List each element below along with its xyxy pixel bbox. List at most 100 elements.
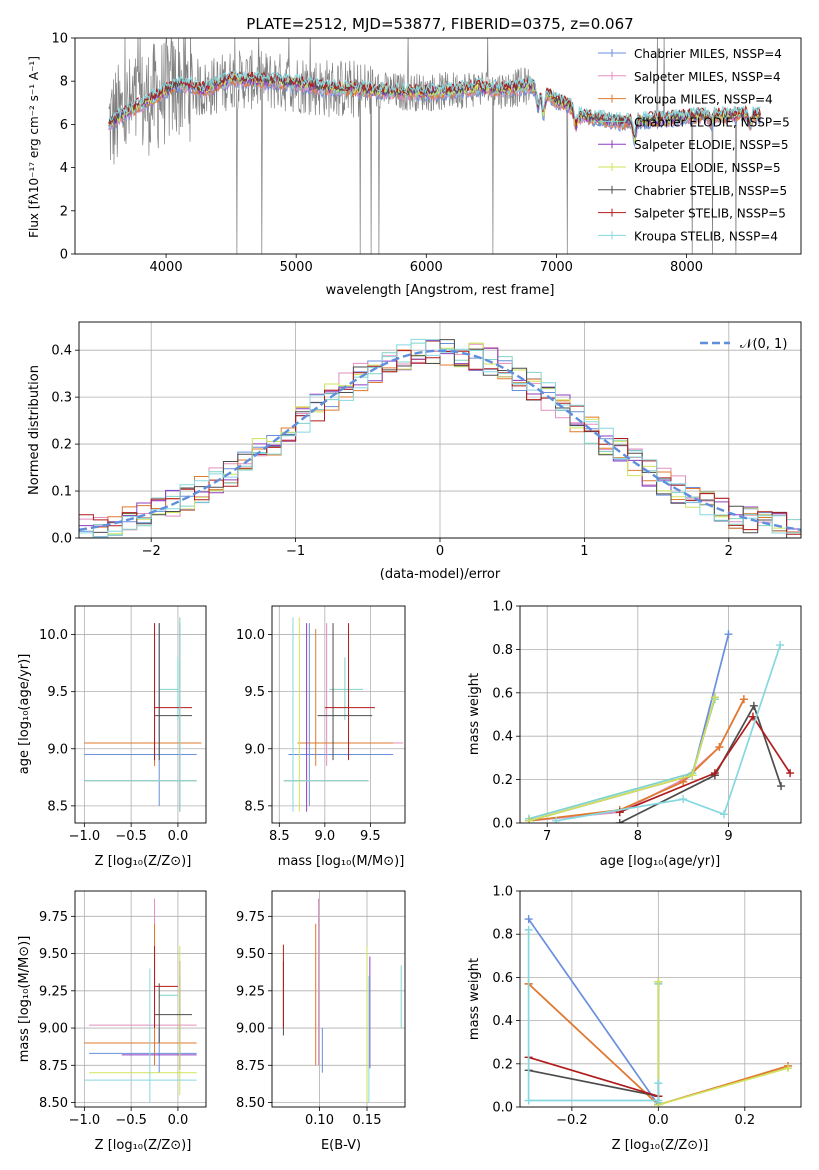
point-kroupa_stelib	[524, 925, 533, 934]
residuals-xtick-label: −2	[142, 544, 161, 559]
weight-z-ytick-label: 0.2	[492, 1057, 513, 1072]
mass-ebv-ytick-label: 8.50	[236, 1096, 265, 1111]
age-vs-z-plot: 8.5 9.0 9.5 10.0 −1.0 −0.5 0.0	[39, 605, 207, 844]
age-z-xlabel: Z [log₁₀(Z/Z⊙)]	[95, 854, 192, 869]
spectrum-ytick-label: 2	[60, 204, 68, 219]
series-kroupa_elodie	[657, 981, 789, 1106]
legend-label-salpeter_stelib: Salpeter STELIB, NSSP=5	[634, 207, 786, 221]
legend-label-kroupa_stelib: Kroupa STELIB, NSSP=4	[634, 229, 778, 243]
spectrum-ytick-label: 6	[60, 118, 68, 133]
clip-p3-area	[84, 617, 202, 812]
series-chabrier_stelib	[619, 703, 782, 823]
weight-age-ytick-label: 0.6	[492, 686, 513, 701]
point-kroupa_stelib	[524, 1096, 533, 1105]
point-kroupa_stelib	[552, 816, 561, 823]
weight-age-xtick-label: 8	[634, 829, 642, 844]
age-mass-xtick-label: 8.5	[269, 829, 290, 844]
mass-z-frame	[74, 890, 207, 1108]
spectrum-legend: Chabrier MILES, NSSP=4 Salpeter MILES, NS…	[598, 47, 790, 243]
clip-p2-area	[79, 338, 801, 538]
point-chabrier_stelib	[749, 701, 758, 710]
mass-ebv-ytick-label: 9.25	[236, 984, 265, 999]
spectrum-xtick-label: 7000	[540, 260, 573, 275]
mass-vs-z-plot: 8.50 8.75 9.00 9.25 9.50 9.75 −1.0 −0.5 0.0	[39, 890, 207, 1128]
legend-label-kroupa_elodie: Kroupa ELODIE, NSSP=5	[634, 161, 781, 175]
point-chabrier_stelib	[777, 782, 786, 791]
spectrum-xtick-label: 8000	[670, 260, 703, 275]
spectrum-frame	[74, 37, 802, 255]
mass-ebv-ytick-label: 9.75	[236, 910, 265, 925]
weight-z-xlabel: Z [log₁₀(Z/Z⊙)]	[612, 1138, 709, 1153]
weight-vs-age-plot: 0.0 0.2 0.4 0.6 0.8 1.0 7 8 9	[492, 600, 802, 844]
clip-p1-area	[108, 38, 761, 254]
mass-ebv-ytick-label: 9.50	[236, 947, 265, 962]
spectrum-ytick-label: 0	[60, 248, 68, 263]
mass-z-ytick-label: 9.50	[39, 947, 68, 962]
age-mass-ytick-label: 9.5	[244, 685, 265, 700]
weight-age-ytick-label: 1.0	[492, 600, 513, 615]
series-salpeter_stelib	[528, 1056, 659, 1098]
mass-z-xtick-label: 0.0	[168, 1113, 189, 1128]
series-kroupa_stelib	[527, 929, 660, 1102]
point-kroupa_stelib	[776, 641, 785, 650]
weight-z-xtick-label: −0.2	[556, 1113, 588, 1128]
point-kroupa_elodie	[654, 977, 663, 986]
residuals-ytick-label: 0.4	[51, 344, 72, 359]
mass-ebv-ytick-label: 9.00	[236, 1022, 265, 1037]
weight-age-ytick-label: 0.4	[492, 730, 513, 745]
spectrum-ylabel: Flux [fλ10⁻¹⁷ erg cm⁻² s⁻¹ A⁻¹]	[27, 56, 41, 238]
point-salpeter_stelib	[710, 769, 719, 778]
normal-legend-label: 𝒩(0, 1)	[740, 337, 787, 352]
mass-z-ytick-label: 9.25	[39, 984, 68, 999]
mass-z-xtick-label: −0.5	[115, 1113, 147, 1128]
spectrum-ytick-label: 4	[60, 161, 68, 176]
normal-distribution-curve	[79, 349, 801, 531]
weight-age-ytick-label: 0.2	[492, 773, 513, 788]
histogram-kroupa_stelib	[79, 338, 801, 538]
residual-histogram: 0.0 0.1 0.2 0.3 0.4 −2 −1 0 1 2 𝒩(0, 1)	[51, 321, 802, 559]
weight-vs-z-plot: 0.0 0.2 0.4 0.6 0.8 1.0 −0.2 0.0 0.2	[492, 885, 802, 1128]
point-kroupa_elodie	[710, 693, 719, 702]
series-salpeter_stelib	[619, 715, 791, 813]
residuals-ytick-label: 0.2	[51, 438, 72, 453]
clip-p6-area	[84, 898, 197, 1103]
weight-age-xtick-label: 9	[724, 829, 732, 844]
residuals-xtick-label: −1	[286, 544, 305, 559]
age-vs-mass-plot: 8.5 9.0 9.5 10.0 8.5 9.0 9.5	[236, 605, 406, 844]
mass-z-ytick-label: 8.50	[39, 1096, 68, 1111]
age-z-ytick-label: 8.5	[47, 799, 68, 814]
age-z-ytick-label: 10.0	[39, 628, 68, 643]
point-kroupa_elodie	[688, 771, 697, 780]
spectrum-xtick-label: 5000	[280, 260, 313, 275]
weight-age-xlabel: age [log₁₀(age/yr)]	[600, 854, 721, 869]
point-kroupa_stelib	[654, 1096, 663, 1105]
weight-z-ytick-label: 1.0	[492, 885, 513, 900]
age-mass-ytick-label: 10.0	[236, 628, 265, 643]
weight-age-ytick-label: 0.8	[492, 643, 513, 658]
spectrum-plot: 4000 5000 6000 7000 8000 0 2 4 6 8 10 Chabrier MILE…	[51, 32, 802, 275]
model-fit-salpeter_miles	[108, 76, 761, 139]
mass-vs-ebv-plot: 8.50 8.75 9.00 9.25 9.50 9.75 0.10 0.15	[236, 890, 406, 1128]
clip-p4-area	[283, 617, 404, 812]
weight-z-ytick-label: 0.0	[492, 1101, 513, 1116]
age-z-xtick-label: −0.5	[115, 829, 147, 844]
legend-label-chabrier_stelib: Chabrier STELIB, NSSP=5	[634, 184, 787, 198]
series-salpeter_elodie	[528, 696, 716, 822]
age-mass-xlabel: mass [log₁₀(M/M⊙)]	[278, 854, 405, 869]
mass-ebv-frame	[271, 890, 406, 1108]
point-salpeter_stelib	[786, 769, 795, 778]
residuals-xtick-label: 1	[580, 544, 588, 559]
age-z-xtick-label: −1.0	[69, 829, 101, 844]
weight-age-ylabel: mass weight	[467, 673, 482, 755]
age-z-xtick-label: 0.0	[168, 829, 189, 844]
clip-p7-area	[282, 898, 402, 1103]
mass-ebv-ytick-label: 8.75	[236, 1059, 265, 1074]
legend-label-chabrier_miles: Chabrier MILES, NSSP=4	[634, 47, 782, 61]
spectrum-xtick-label: 6000	[410, 260, 443, 275]
weight-z-ytick-label: 0.4	[492, 1014, 513, 1029]
point-kroupa_elodie	[784, 1064, 793, 1073]
residuals-ytick-label: 0.1	[51, 485, 72, 500]
residuals-xlabel: (data-model)/error	[380, 567, 501, 582]
weight-age-ytick-label: 0.0	[492, 817, 513, 832]
